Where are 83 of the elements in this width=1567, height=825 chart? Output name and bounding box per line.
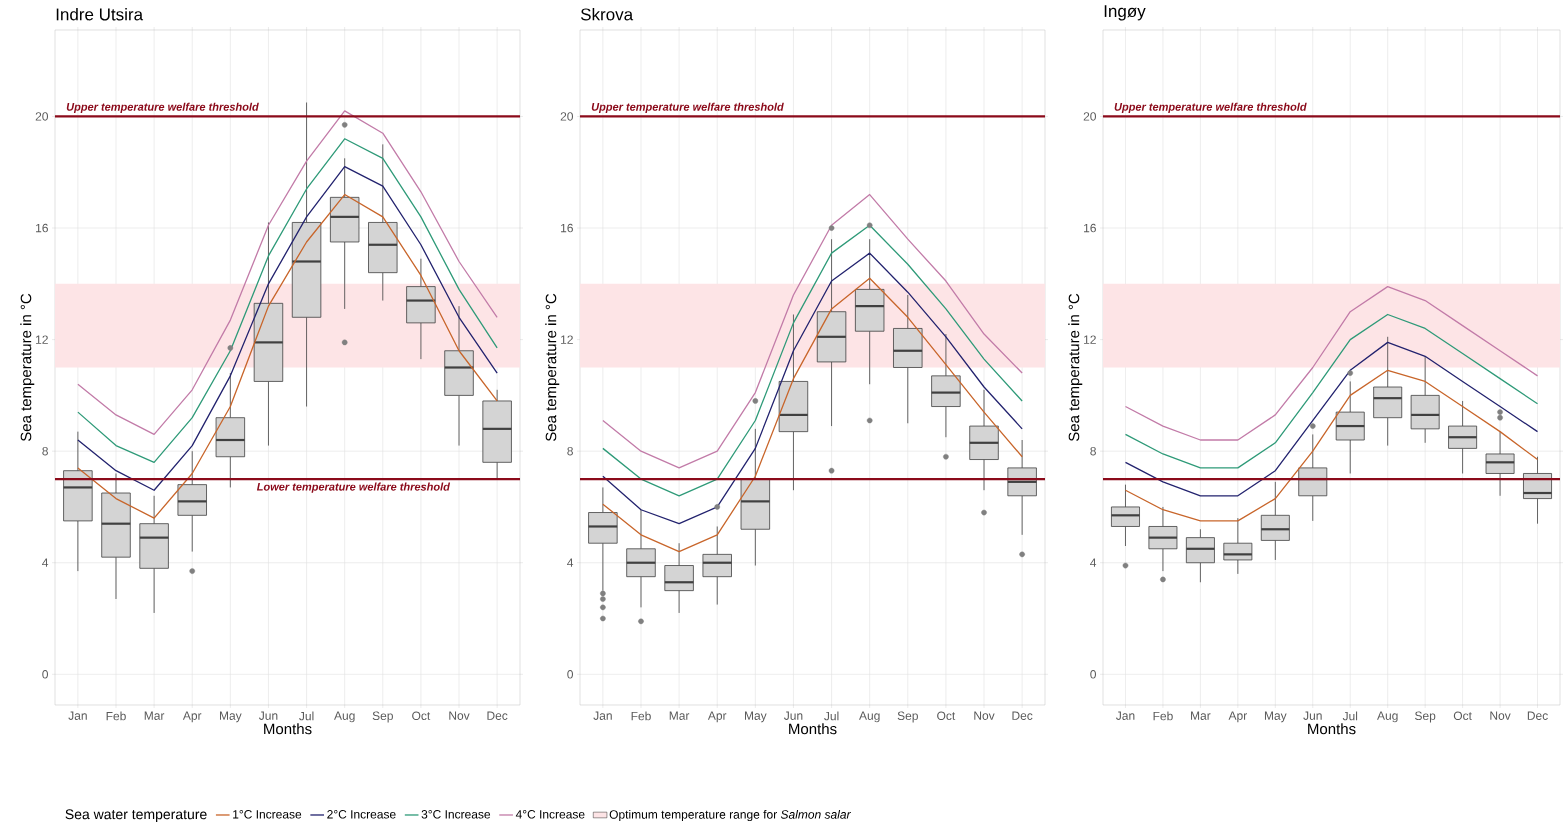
line-series bbox=[1124, 285, 1539, 441]
line-series bbox=[602, 193, 1023, 469]
y-tick-label: 4 bbox=[42, 558, 49, 567]
line-series bbox=[602, 252, 1023, 525]
x-tick-label: Jun bbox=[783, 711, 803, 720]
x-tick-label: Dec bbox=[1527, 711, 1548, 720]
x-tick-label: May bbox=[744, 711, 767, 723]
x-tick-label: Mar bbox=[1191, 711, 1211, 720]
legend-label: 4°C Increase bbox=[515, 810, 585, 819]
chart-title: Indre Utsira bbox=[56, 7, 144, 21]
line-series bbox=[602, 277, 1023, 553]
x-tick-label: Nov bbox=[449, 711, 470, 720]
ref-line-label: Upper temperature welfare threshold bbox=[591, 102, 784, 113]
line-series bbox=[1124, 313, 1539, 469]
x-tick-label: Jan bbox=[593, 711, 612, 720]
line-series bbox=[77, 193, 498, 519]
ref-line-label: Upper temperature welfare threshold bbox=[1114, 102, 1307, 113]
x-tick-label: Jun bbox=[1303, 711, 1322, 720]
x-tick-label: Mar bbox=[144, 711, 165, 720]
line-series bbox=[77, 138, 498, 463]
x-tick-label: Mar bbox=[669, 711, 690, 720]
y-axis-title: Sea temperature in °C bbox=[545, 293, 560, 442]
y-tick-label: 4 bbox=[1090, 558, 1097, 567]
x-tick-label: Aug bbox=[859, 711, 880, 723]
x-tick-label: Feb bbox=[106, 711, 126, 721]
line-series bbox=[1124, 369, 1539, 522]
chart-title: Ingøy bbox=[1104, 5, 1146, 21]
x-tick-label: May bbox=[219, 711, 242, 723]
y-tick-label: 8 bbox=[567, 446, 573, 456]
x-tick-label: Aug bbox=[1377, 711, 1398, 723]
y-tick-label: 20 bbox=[35, 112, 49, 121]
y-tick-label: 8 bbox=[42, 446, 48, 456]
legend-label: 3°C Increase bbox=[421, 810, 491, 819]
y-tick-label: 20 bbox=[1083, 112, 1097, 121]
x-tick-label: Sep bbox=[372, 711, 393, 723]
y-tick-label: 8 bbox=[1090, 446, 1096, 456]
line-series bbox=[77, 166, 498, 491]
y-tick-label: 16 bbox=[36, 223, 48, 233]
y-tick-label: 0 bbox=[42, 670, 49, 679]
x-tick-label: Oct bbox=[937, 711, 956, 721]
y-tick-label: 20 bbox=[560, 112, 574, 121]
legend-label: 2°C Increase bbox=[327, 810, 396, 819]
x-tick-label: Jul bbox=[299, 711, 314, 721]
x-tick-label: Apr bbox=[182, 711, 202, 723]
x-tick-label: Apr bbox=[707, 711, 727, 723]
x-tick-label: Apr bbox=[1228, 711, 1247, 723]
x-tick-label: May bbox=[1264, 711, 1287, 723]
y-tick-label: 12 bbox=[36, 335, 48, 344]
y-axis-title: Sea temperature in °C bbox=[1068, 293, 1083, 442]
x-tick-label: Jul bbox=[824, 711, 839, 721]
x-tick-label: Oct bbox=[1453, 711, 1472, 721]
legend-label: 1°C Increase bbox=[233, 810, 302, 819]
x-tick-label: Aug bbox=[334, 711, 355, 723]
x-tick-label: Jun bbox=[258, 711, 278, 720]
y-tick-label: 12 bbox=[1084, 335, 1096, 344]
y-tick-label: 12 bbox=[561, 335, 573, 344]
x-tick-label: Feb bbox=[1153, 711, 1173, 721]
y-tick-label: 4 bbox=[567, 558, 574, 567]
ref-line-label: Lower temperature welfare threshold bbox=[256, 482, 451, 493]
x-tick-label: Nov bbox=[974, 711, 995, 720]
x-tick-label: Jul bbox=[1342, 711, 1358, 721]
x-tick-label: Dec bbox=[487, 711, 508, 720]
y-tick-label: 0 bbox=[1090, 670, 1097, 679]
y-tick-label: 16 bbox=[561, 223, 573, 233]
x-tick-label: Oct bbox=[412, 711, 431, 721]
x-tick-label: Sep bbox=[897, 711, 918, 723]
y-axis-title: Sea temperature in °C bbox=[20, 293, 35, 442]
line-series bbox=[602, 224, 1023, 497]
legend-title: Sea water temperature bbox=[65, 809, 207, 823]
x-tick-label: Jan bbox=[1115, 711, 1135, 720]
x-axis-title: Months bbox=[789, 723, 837, 735]
chart-title: Skrova bbox=[580, 7, 634, 21]
x-axis-title: Months bbox=[1308, 723, 1356, 735]
x-tick-label: Dec bbox=[1012, 711, 1033, 720]
x-tick-label: Sep bbox=[1415, 711, 1436, 723]
ref-line-label: Upper temperature welfare threshold bbox=[66, 102, 259, 113]
x-tick-label: Feb bbox=[631, 711, 651, 721]
y-tick-label: 0 bbox=[567, 670, 574, 679]
x-axis-title: Months bbox=[264, 723, 312, 735]
y-tick-label: 16 bbox=[1084, 223, 1096, 233]
x-tick-label: Jan bbox=[68, 711, 87, 720]
legend-label: Optimum temperature range for Salmon salar bbox=[609, 809, 851, 822]
x-tick-label: Nov bbox=[1490, 711, 1511, 720]
